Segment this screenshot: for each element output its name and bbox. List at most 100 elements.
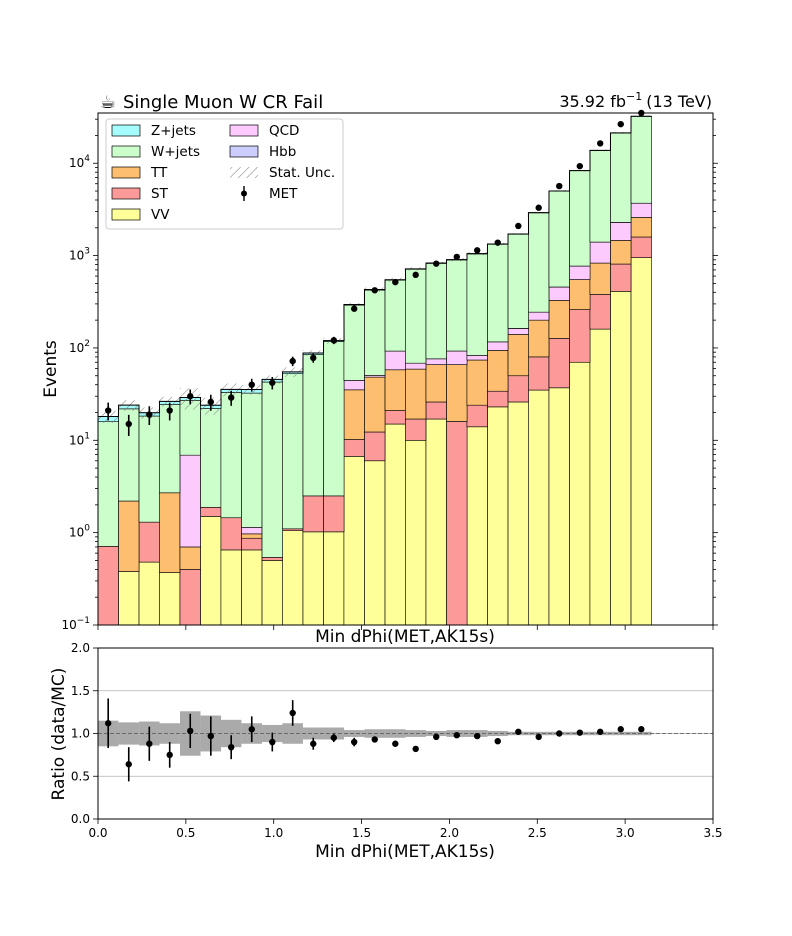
legend-swatch [111, 166, 141, 179]
ratio-point [515, 728, 522, 735]
bar-st [466, 404, 488, 428]
bar-vv [589, 328, 611, 625]
ratio-point [453, 732, 461, 739]
lumi-value: 35.92 fb [559, 92, 626, 111]
ratio-point [596, 728, 604, 735]
data-point [330, 337, 338, 344]
bar-w-jets [446, 259, 468, 352]
bar-st [323, 495, 345, 533]
ratio-y-tick-label: 0.5 [71, 769, 90, 783]
bar-w-jets [343, 304, 365, 381]
bar-tt [343, 389, 365, 440]
data-points [104, 109, 645, 437]
bar-qcd [610, 222, 632, 241]
bar-st [610, 263, 632, 292]
data-point [617, 120, 624, 128]
bar-qcd [487, 341, 509, 351]
main-ylabel: Events [41, 340, 61, 398]
legend-swatch [111, 187, 141, 200]
data-point [125, 420, 132, 428]
data-point [433, 260, 440, 267]
legend-label: QCD [269, 123, 299, 139]
bar-vv [548, 387, 570, 625]
bar-st [138, 521, 160, 563]
bar-vv [159, 572, 181, 625]
ratio-y-tick-label: 1.0 [71, 727, 90, 741]
legend-frame [105, 118, 344, 230]
bar-st [589, 294, 611, 330]
legend-label: Z+jets [151, 123, 196, 139]
bar-tt [528, 319, 550, 358]
bar-st [179, 569, 201, 625]
bar-tt [569, 279, 591, 310]
data-point [227, 394, 235, 401]
bar-qcd [466, 355, 488, 361]
bar-st [200, 507, 222, 517]
bar-qcd [548, 286, 570, 301]
ratio-points [104, 698, 645, 782]
ratio-point [638, 726, 645, 733]
bar-vv [630, 257, 652, 625]
y-tick-label: 103 [69, 247, 90, 263]
ratio-panel [98, 690, 713, 777]
bar-st [630, 236, 652, 258]
ratio-x-tick-label: 3.5 [703, 826, 722, 840]
data-point [556, 182, 563, 190]
data-point [269, 379, 276, 386]
bar-qcd [507, 328, 529, 335]
ratio-point [146, 740, 153, 747]
ratio-xlabel: Min dPhi(MET,AK15s) [315, 842, 495, 862]
ratio-y-tick-label: 0.0 [71, 812, 90, 826]
energy-label: (13 TeV) [646, 92, 712, 111]
bar-vv [118, 571, 140, 625]
coffee-icon: ☕ [100, 92, 116, 113]
bar-tt [425, 364, 447, 403]
data-point [535, 204, 542, 211]
ratio-point [556, 730, 563, 737]
bar-qcd [569, 265, 591, 280]
bar-st [302, 495, 324, 533]
lumi-exponent: −1 [626, 90, 642, 103]
ratio-unc-band [302, 727, 324, 740]
bar-st [220, 517, 242, 551]
bar-vv [610, 291, 632, 625]
data-point [596, 140, 604, 147]
bar-vv [425, 418, 447, 625]
bar-tt [118, 500, 140, 572]
bar-tt [446, 364, 468, 422]
y-tick-label: 104 [69, 154, 90, 170]
bar-vv [466, 426, 488, 625]
bar-tt [548, 300, 570, 339]
bar-qcd [384, 350, 406, 371]
bar-st [446, 421, 468, 625]
bar-w-jets [282, 373, 304, 530]
bar-vv [364, 460, 386, 625]
ratio-ylabel: Ratio (data/MC) [49, 668, 69, 801]
bar-tt [179, 546, 201, 570]
ratio-point [371, 736, 378, 743]
legend-label: W+jets [151, 144, 200, 160]
main-y-axis: 10−1 100 101 102 103 104 [61, 118, 718, 632]
bar-tt [384, 369, 406, 411]
ratio-x-tick-label: 1.0 [264, 826, 283, 840]
bar-st [384, 410, 406, 425]
bar-tt [487, 350, 509, 392]
ratio-point [166, 751, 173, 759]
data-point [371, 287, 378, 294]
bar-tt [159, 492, 181, 573]
ratio-point [227, 743, 235, 751]
ratio-point [125, 761, 132, 768]
main-axes-frame [97, 112, 714, 626]
bar-qcd [425, 358, 447, 365]
data-point [187, 393, 194, 400]
bar-qcd [241, 527, 263, 535]
legend-label: TT [150, 165, 168, 181]
bar-w-jets [610, 132, 632, 223]
legend-label: MET [269, 186, 298, 202]
bar-w-jets [138, 415, 160, 523]
bar-tt [466, 359, 488, 406]
ratio-y-axis: 0.0 0.5 1.0 1.5 2.0 [71, 641, 98, 826]
ratio-unc-band [343, 730, 365, 737]
bar-w-jets [200, 408, 222, 508]
bar-w-jets [466, 253, 488, 356]
